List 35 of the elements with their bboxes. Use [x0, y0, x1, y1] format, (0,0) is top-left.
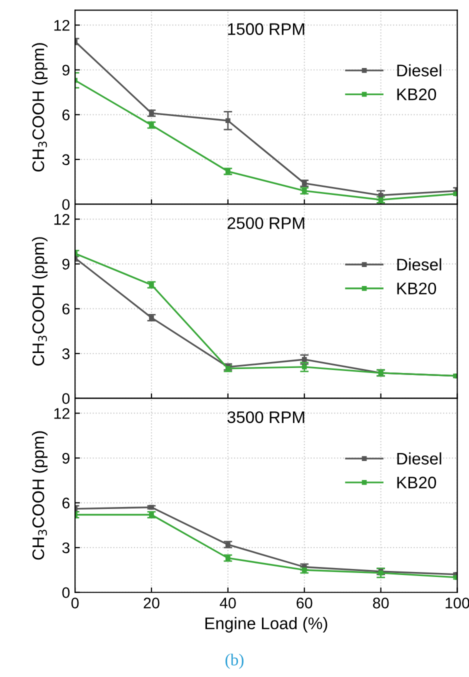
text: 3500 RPM: [227, 411, 304, 424]
y-tick-label: 3: [62, 542, 70, 554]
y-tick-label: 12: [54, 20, 70, 31]
y-tick-label: 0: [62, 199, 70, 210]
x-tick-label: 0: [71, 598, 79, 608]
legend-label: Diesel: [397, 258, 442, 271]
y-axis-title: CH$_{3}$COOH (ppm): [32, 237, 48, 366]
y-tick-label: 3: [62, 348, 70, 360]
y-tick-label: 9: [62, 452, 70, 464]
x-tick-label: 60: [296, 598, 312, 608]
x-axis-title: Engine Load (%): [205, 617, 328, 633]
y-tick-label: 3: [62, 154, 70, 166]
y-tick-label: 9: [62, 64, 70, 76]
text: 2500 RPM: [228, 217, 304, 230]
y-tick-label: 6: [62, 110, 70, 120]
x-tick-label: 20: [144, 598, 160, 608]
legend-label: KB20: [397, 282, 436, 294]
x-tick-label: 100: [446, 598, 469, 608]
y-tick-label: 6: [62, 498, 70, 508]
text: 1500 RPM: [228, 23, 304, 35]
x-tick-label: 40: [220, 598, 236, 608]
text: (b): [226, 654, 244, 669]
y-tick-label: 0: [62, 587, 70, 598]
y-tick-label: 12: [54, 214, 70, 225]
y-tick-label: 12: [54, 408, 70, 419]
y-tick-label: 6: [62, 304, 70, 314]
legend-label: KB20: [397, 476, 436, 488]
y-tick-label: 9: [62, 258, 70, 270]
y-axis-title: CH$_{3}$COOH (ppm): [32, 431, 48, 560]
legend-label: Diesel: [397, 452, 442, 465]
legend-label: Diesel: [397, 64, 442, 76]
y-tick-label: 0: [62, 393, 70, 404]
x-tick-label: 80: [372, 598, 389, 608]
legend-label: KB20: [397, 88, 436, 100]
y-axis-title: CH$_{3}$COOH (ppm): [32, 43, 48, 172]
